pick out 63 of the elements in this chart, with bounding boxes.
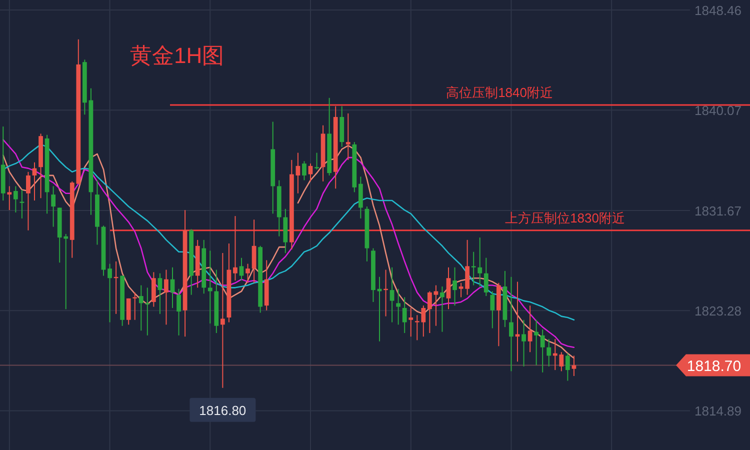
candlestick xyxy=(26,171,30,231)
candlestick xyxy=(408,307,414,338)
candlestick xyxy=(452,266,457,306)
candlestick xyxy=(252,219,256,284)
ytick: 1814.89 xyxy=(694,404,742,419)
candlestick xyxy=(302,160,306,181)
candlestick xyxy=(20,189,24,219)
candlestick xyxy=(296,152,300,194)
candlestick xyxy=(528,305,532,353)
candlestick xyxy=(515,281,520,362)
candlestick xyxy=(308,163,313,182)
candlestick xyxy=(414,314,420,341)
candlestick xyxy=(151,272,156,308)
candlestick xyxy=(132,292,138,320)
candlestick xyxy=(233,216,238,282)
candlestick xyxy=(458,282,464,298)
candlestick xyxy=(509,276,514,372)
ref-line-label: 上方压制位1830附近 xyxy=(505,210,625,226)
candlestick xyxy=(465,239,470,296)
candlestick xyxy=(440,286,444,332)
candlestick xyxy=(239,257,244,282)
candlestick xyxy=(421,305,426,338)
candlestick xyxy=(534,319,539,366)
candlestick xyxy=(7,186,12,211)
candlestick xyxy=(396,288,401,326)
annotation: 1818.70 xyxy=(686,358,742,375)
candlestick xyxy=(540,328,545,373)
candlestick xyxy=(346,112,350,160)
candlestick xyxy=(434,284,438,326)
candlestick xyxy=(13,186,18,213)
candlestick xyxy=(314,152,319,170)
candlestick xyxy=(446,266,451,310)
candlestick xyxy=(176,288,181,336)
candlestick xyxy=(559,352,564,372)
ytick: 1848.46 xyxy=(694,3,742,18)
candlestick xyxy=(108,263,112,323)
candlestick xyxy=(138,284,144,332)
candlestick xyxy=(522,319,526,367)
candlestick xyxy=(402,296,407,334)
candlestick xyxy=(145,287,150,336)
candlestick xyxy=(158,272,162,314)
candlestick xyxy=(208,250,212,324)
candlestick xyxy=(484,257,488,297)
candlestick xyxy=(390,266,394,323)
ytick: 1823.28 xyxy=(694,304,742,319)
candlestick xyxy=(471,251,476,286)
annotation: 1816.80 xyxy=(199,402,246,418)
candlestick xyxy=(565,352,570,382)
candlestick xyxy=(358,176,363,219)
candlestick xyxy=(170,266,175,308)
ytick: 1831.67 xyxy=(694,203,742,218)
candlestick xyxy=(427,290,432,334)
ytick: 1840.07 xyxy=(694,103,742,118)
candlestick xyxy=(126,298,131,326)
ref-line-label: 高位压制1840附近 xyxy=(446,85,553,100)
candlestick xyxy=(164,269,168,326)
candlestick xyxy=(220,252,225,388)
candlestick xyxy=(478,237,482,287)
candlestick xyxy=(246,263,250,284)
title: 黄金1H图 xyxy=(130,43,224,68)
candlestick xyxy=(51,186,56,228)
candlestick xyxy=(546,338,552,367)
candlestick xyxy=(490,290,495,329)
